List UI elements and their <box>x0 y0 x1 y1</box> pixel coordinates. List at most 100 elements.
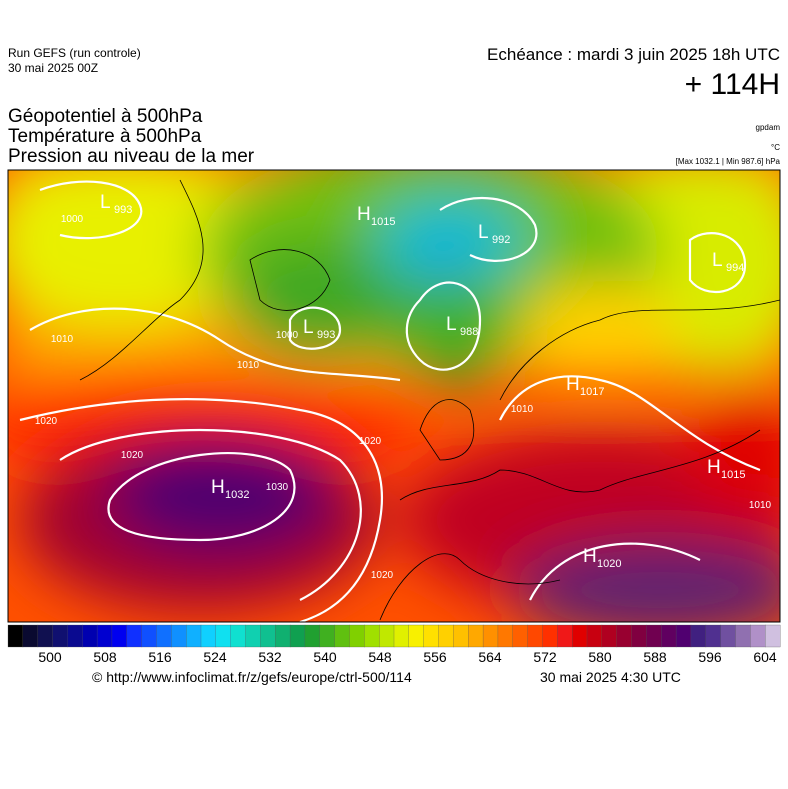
colorbar-tick-label: 556 <box>423 649 447 665</box>
center-value: 988 <box>460 326 478 338</box>
echeance: Echéance : mardi 3 juin 2025 18h UTC <box>487 45 780 64</box>
center-kind: H <box>707 457 721 478</box>
colorbar-swatch <box>601 624 618 648</box>
colorbar-swatch <box>379 624 395 648</box>
colorbar-swatch <box>438 624 454 648</box>
colorbar-swatch <box>245 624 261 648</box>
colorbar-swatch <box>52 624 68 648</box>
colorbar-swatch <box>289 624 306 648</box>
colorbar-swatch <box>453 624 469 648</box>
coastlines <box>79 179 780 621</box>
colorbar-tick-label: 524 <box>203 649 227 665</box>
colorbar-swatch <box>512 624 529 648</box>
colorbar-swatch <box>735 624 751 648</box>
colorbar-swatch <box>364 624 380 648</box>
colorbar-swatch <box>482 624 499 648</box>
center-value: 1017 <box>580 386 604 398</box>
center-kind: H <box>566 374 580 395</box>
center-kind: H <box>357 204 371 225</box>
colorbar-swatch <box>661 624 677 648</box>
colorbar-swatch <box>22 624 39 648</box>
colorbar-swatch <box>497 624 514 648</box>
colorbar-tick-label: 548 <box>368 649 392 665</box>
colorbar-tick-label: 588 <box>643 649 667 665</box>
isobar-label: 1020 <box>121 450 144 461</box>
issued-time: 30 mai 2025 4:30 UTC <box>540 669 681 685</box>
colorbar-swatch <box>720 624 736 648</box>
colorbar-swatch <box>200 624 217 648</box>
isobar-label: 1010 <box>511 404 534 415</box>
lead-time: + 114H <box>684 68 780 101</box>
center-kind: L <box>478 222 489 243</box>
title: Pression au niveau de la mer <box>8 146 255 167</box>
colorbar-swatch <box>260 624 276 648</box>
colorbar-swatch <box>37 624 53 648</box>
colorbar-swatch <box>631 624 647 648</box>
colorbar-swatch <box>527 624 543 648</box>
colorbar-swatch <box>215 624 232 648</box>
colorbar-swatch <box>96 624 113 648</box>
center-kind: H <box>211 477 225 498</box>
center-kind: H <box>583 546 597 567</box>
colorbar-swatch <box>230 624 246 648</box>
colorbar-swatch <box>690 624 707 648</box>
colorbar-swatch <box>82 624 98 648</box>
colorbar-swatch <box>423 624 439 648</box>
center-kind: L <box>303 317 314 338</box>
unit-label: °C <box>771 143 780 152</box>
colorbar-swatch <box>675 624 692 648</box>
center-value: 1020 <box>597 558 621 570</box>
isobar-label: 1030 <box>266 482 289 493</box>
colorbar-swatch <box>319 624 336 648</box>
center-value: 994 <box>726 262 744 274</box>
isobar-label: 1010 <box>749 500 772 511</box>
colorbar-swatch <box>7 624 24 648</box>
colorbar-swatch <box>572 624 588 648</box>
colorbar-swatch <box>586 624 603 648</box>
colorbar-swatch <box>765 624 781 648</box>
colorbar-swatch <box>67 624 83 648</box>
isobar-label: 1020 <box>371 570 394 581</box>
colorbar-swatch <box>186 624 202 648</box>
colorbar-tick-label: 500 <box>38 649 62 665</box>
run-date: 30 mai 2025 00Z <box>8 61 99 75</box>
colorbar-swatch <box>750 624 766 648</box>
colorbar-swatch <box>616 624 632 648</box>
colorbar-swatch <box>111 624 128 648</box>
isobars <box>19 180 761 622</box>
colorbar-swatch <box>468 624 484 648</box>
center-value: 1032 <box>225 489 249 501</box>
isobar-label: 1000 <box>61 214 84 225</box>
colorbar-swatch <box>304 624 321 648</box>
colorbar-tick-label: 508 <box>93 649 117 665</box>
center-kind: L <box>712 250 723 271</box>
colorbar-swatch <box>408 624 425 648</box>
colorbar-tick-label: 572 <box>533 649 557 665</box>
colorbar-tick-label: 580 <box>588 649 612 665</box>
colorbar-tick-label: 596 <box>698 649 722 665</box>
colorbar-swatch <box>557 624 573 648</box>
field <box>8 170 780 622</box>
colorbar-swatch <box>171 624 187 648</box>
isobar-label: 1020 <box>35 416 58 427</box>
colorbar-swatch <box>349 624 365 648</box>
colorbar-tick-label: 516 <box>148 649 172 665</box>
colorbar-tick-label: 604 <box>753 649 777 665</box>
colorbar-swatch <box>542 624 558 648</box>
colorbar-swatch <box>275 624 291 648</box>
colorbar-tick-label: 564 <box>478 649 502 665</box>
center-value: 1015 <box>721 469 745 481</box>
unit-label: [Max 1032.1 | Min 987.6] hPa <box>675 157 780 166</box>
colorbar-swatch <box>646 624 662 648</box>
unit-label: gpdam <box>755 123 780 132</box>
isobar-label: 1010 <box>237 360 260 371</box>
center-kind: L <box>446 314 457 335</box>
run-label: Run GEFS (run controle) <box>8 46 141 60</box>
colorbar-tick-label: 540 <box>313 649 337 665</box>
center-kind: L <box>100 192 111 213</box>
colorbar-swatch <box>126 624 143 648</box>
colorbar-tick-label: 532 <box>258 649 282 665</box>
title: Température à 500hPa <box>8 126 202 147</box>
